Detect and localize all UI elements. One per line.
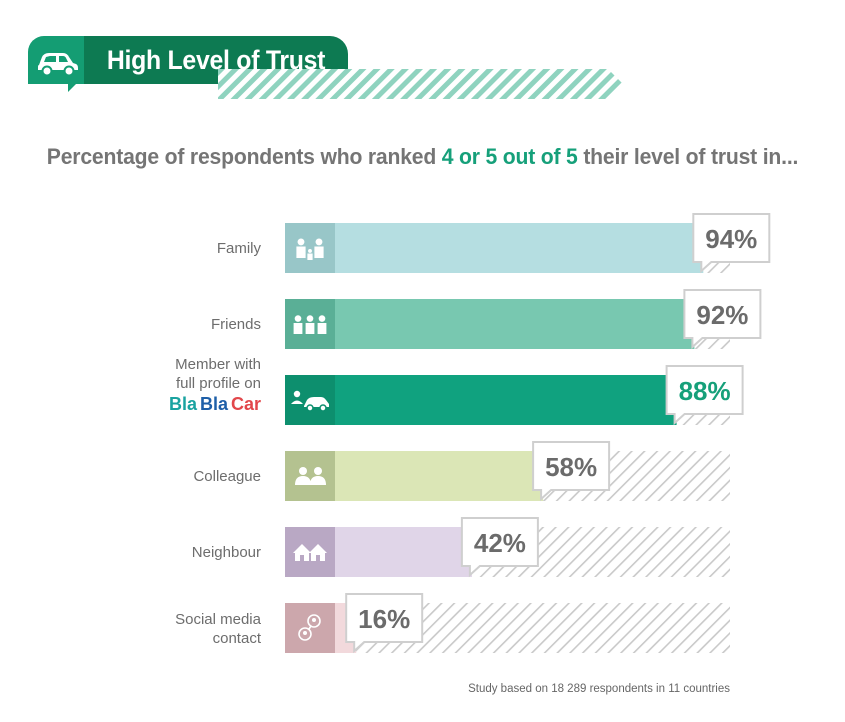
value-label: 88%: [679, 376, 731, 406]
category-label: Family: [217, 240, 262, 257]
value-callout: 58%: [532, 441, 611, 502]
value-callout: 92%: [683, 289, 762, 350]
blablacar-logo: Bla Bla Car: [169, 394, 261, 414]
member-car-icon: [291, 390, 329, 412]
header-stripe-arrow: [218, 69, 623, 99]
value-callout: 94%: [692, 213, 771, 274]
category-label: contact: [213, 630, 262, 647]
value-label: 42%: [474, 528, 526, 558]
bar: [285, 223, 704, 273]
subtitle-post: their level of trust in...: [577, 144, 799, 169]
bar: [285, 299, 695, 349]
category-label: Member with: [175, 356, 261, 373]
category-label: full profile on: [176, 375, 261, 392]
value-label: 58%: [545, 452, 597, 482]
friends-icon: [293, 315, 327, 334]
value-label: 92%: [696, 300, 748, 330]
header-icon-box: [28, 36, 86, 84]
value-label: 94%: [705, 224, 757, 254]
header-tail: [68, 76, 84, 92]
value-callout: 42%: [460, 517, 539, 578]
subtitle: Percentage of respondents who ranked 4 o…: [25, 144, 819, 170]
category-label: Neighbour: [192, 544, 261, 561]
bar: [285, 375, 677, 425]
category-label: Colleague: [193, 468, 261, 485]
bar-icon-cell: [285, 451, 335, 501]
neighbour-house-icon: [293, 544, 327, 561]
subtitle-pre: Percentage of respondents who ranked: [46, 144, 442, 169]
social-media-icon: [298, 614, 321, 641]
footnote: Study based on 18 289 respondents in 11 …: [468, 683, 730, 695]
category-label: Social media: [175, 611, 262, 628]
bar-icon-cell: [285, 223, 335, 273]
category-label: Friends: [211, 316, 261, 333]
family-icon: [296, 238, 324, 260]
subtitle-highlight: 4 or 5 out of 5: [441, 144, 578, 169]
value-label: 16%: [358, 604, 410, 634]
colleague-icon: [295, 467, 326, 485]
car-icon: [38, 53, 78, 77]
value-callout: 88%: [665, 365, 744, 426]
value-callout: 16%: [345, 593, 424, 654]
